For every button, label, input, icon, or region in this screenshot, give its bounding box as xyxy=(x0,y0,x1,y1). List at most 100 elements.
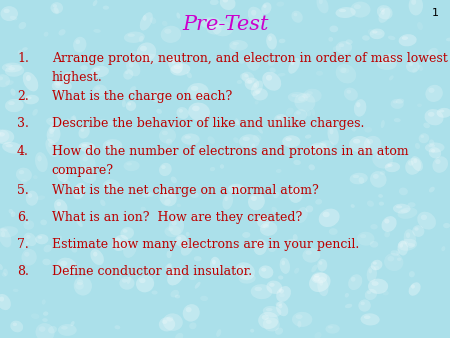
Ellipse shape xyxy=(108,120,114,125)
Ellipse shape xyxy=(396,249,400,257)
Ellipse shape xyxy=(275,302,282,306)
Ellipse shape xyxy=(380,7,385,12)
Ellipse shape xyxy=(56,168,68,182)
Text: What is the net charge on a normal atom?: What is the net charge on a normal atom? xyxy=(52,184,319,197)
Ellipse shape xyxy=(93,29,101,33)
Ellipse shape xyxy=(371,260,382,270)
Ellipse shape xyxy=(203,19,211,22)
Ellipse shape xyxy=(181,134,200,145)
Ellipse shape xyxy=(376,153,383,159)
Ellipse shape xyxy=(54,81,60,88)
Ellipse shape xyxy=(242,72,255,84)
Ellipse shape xyxy=(164,199,171,205)
Ellipse shape xyxy=(207,24,222,34)
Ellipse shape xyxy=(380,61,387,64)
Ellipse shape xyxy=(255,90,261,94)
Ellipse shape xyxy=(354,99,366,117)
Ellipse shape xyxy=(252,143,255,148)
Ellipse shape xyxy=(243,137,250,141)
Ellipse shape xyxy=(238,58,245,64)
Ellipse shape xyxy=(160,190,177,206)
Ellipse shape xyxy=(428,112,435,117)
Ellipse shape xyxy=(417,22,423,30)
Ellipse shape xyxy=(240,73,249,81)
Ellipse shape xyxy=(22,249,37,266)
Ellipse shape xyxy=(261,2,271,14)
Ellipse shape xyxy=(106,182,112,186)
Ellipse shape xyxy=(175,235,187,246)
Ellipse shape xyxy=(251,196,257,201)
Ellipse shape xyxy=(239,134,260,148)
Ellipse shape xyxy=(435,159,441,164)
Ellipse shape xyxy=(248,193,265,210)
Ellipse shape xyxy=(124,31,145,43)
Ellipse shape xyxy=(429,187,435,192)
Ellipse shape xyxy=(345,293,349,297)
Ellipse shape xyxy=(329,242,335,247)
Ellipse shape xyxy=(186,72,192,78)
Ellipse shape xyxy=(298,210,302,215)
Ellipse shape xyxy=(175,333,183,338)
Ellipse shape xyxy=(262,72,281,91)
Ellipse shape xyxy=(57,236,62,243)
Ellipse shape xyxy=(93,251,98,257)
Ellipse shape xyxy=(11,212,15,217)
Ellipse shape xyxy=(32,109,38,116)
Ellipse shape xyxy=(306,91,313,95)
Ellipse shape xyxy=(231,186,237,189)
Ellipse shape xyxy=(303,89,322,103)
Ellipse shape xyxy=(66,118,71,126)
Ellipse shape xyxy=(0,132,5,137)
Ellipse shape xyxy=(176,107,189,119)
Ellipse shape xyxy=(317,154,324,160)
Ellipse shape xyxy=(150,17,156,24)
Ellipse shape xyxy=(259,217,264,221)
Ellipse shape xyxy=(266,75,272,81)
Ellipse shape xyxy=(186,307,192,312)
Ellipse shape xyxy=(263,224,269,228)
Ellipse shape xyxy=(80,166,96,184)
Ellipse shape xyxy=(236,22,244,26)
Ellipse shape xyxy=(256,242,261,247)
Ellipse shape xyxy=(406,232,410,238)
Ellipse shape xyxy=(408,243,415,247)
Ellipse shape xyxy=(76,40,80,44)
Ellipse shape xyxy=(2,142,23,153)
Ellipse shape xyxy=(351,125,356,131)
Ellipse shape xyxy=(313,276,320,282)
Ellipse shape xyxy=(58,324,76,336)
Ellipse shape xyxy=(293,13,297,16)
Ellipse shape xyxy=(169,214,174,219)
Ellipse shape xyxy=(382,54,397,63)
Ellipse shape xyxy=(367,265,377,283)
Ellipse shape xyxy=(316,0,328,14)
Ellipse shape xyxy=(70,116,77,124)
Ellipse shape xyxy=(139,278,145,283)
Ellipse shape xyxy=(266,33,277,50)
Ellipse shape xyxy=(0,294,11,310)
Ellipse shape xyxy=(260,227,266,231)
Ellipse shape xyxy=(316,71,323,76)
Ellipse shape xyxy=(311,272,327,284)
Ellipse shape xyxy=(414,227,419,231)
Ellipse shape xyxy=(207,136,215,144)
Ellipse shape xyxy=(245,77,259,90)
Ellipse shape xyxy=(306,206,313,213)
Ellipse shape xyxy=(171,176,177,183)
Ellipse shape xyxy=(140,207,146,212)
Ellipse shape xyxy=(288,239,297,243)
Text: Estimate how many electrons are in your pencil.: Estimate how many electrons are in your … xyxy=(52,238,359,251)
Ellipse shape xyxy=(248,56,253,61)
Ellipse shape xyxy=(13,322,17,326)
Ellipse shape xyxy=(237,80,242,84)
Ellipse shape xyxy=(412,225,424,237)
Ellipse shape xyxy=(296,314,303,319)
Ellipse shape xyxy=(159,163,172,176)
Ellipse shape xyxy=(200,296,208,301)
Ellipse shape xyxy=(246,53,260,71)
Ellipse shape xyxy=(358,299,371,312)
Ellipse shape xyxy=(294,93,315,112)
Ellipse shape xyxy=(254,287,262,291)
Ellipse shape xyxy=(167,268,183,285)
Text: Define conductor and insulator.: Define conductor and insulator. xyxy=(52,265,252,278)
